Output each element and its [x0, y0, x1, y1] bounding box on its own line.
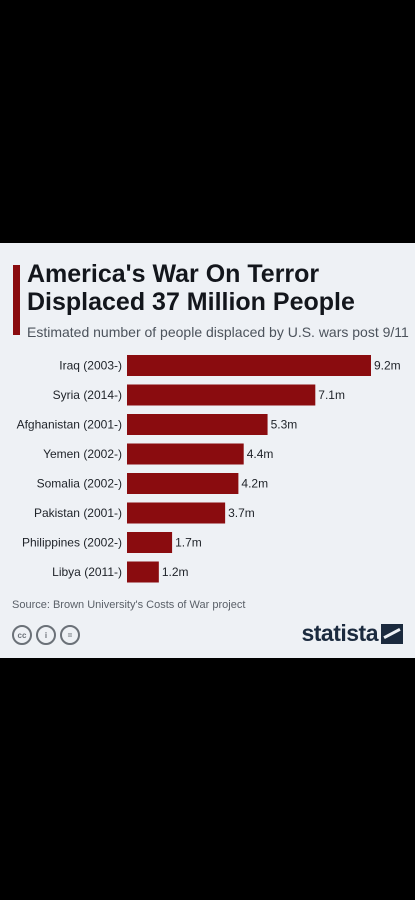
- title-accent-bar: [13, 265, 20, 335]
- bar: [127, 443, 244, 465]
- by-icon: i: [36, 625, 56, 645]
- data-label: 4.4m: [247, 447, 274, 461]
- bar: [127, 561, 159, 583]
- bar: [127, 502, 226, 524]
- bar: [127, 384, 316, 406]
- category-label: Libya (2011-): [52, 565, 122, 579]
- bar: [127, 473, 239, 494]
- category-label: Pakistan (2001-): [34, 506, 122, 520]
- category-label: Philippines (2002-): [22, 536, 122, 550]
- category-label: Iraq (2003-): [59, 359, 122, 373]
- statista-mark-icon: [381, 623, 403, 644]
- bar: [127, 532, 173, 553]
- bar: [127, 414, 268, 435]
- chart-title: America's War On Terror Displaced 37 Mil…: [27, 260, 355, 316]
- category-label: Yemen (2002-): [43, 447, 122, 461]
- category-label: Somalia (2002-): [37, 477, 122, 491]
- nd-icon: =: [60, 625, 80, 645]
- statista-logo: statista: [301, 620, 403, 647]
- category-label: Syria (2014-): [53, 388, 122, 402]
- bar-chart: Iraq (2003-) 9.2m Syria (2014-) 7.1m Afghani…: [17, 355, 401, 583]
- cc-icon: cc: [12, 625, 32, 645]
- source-note: Source: Brown University's Costs of War …: [12, 599, 246, 611]
- data-label: 7.1m: [318, 388, 345, 402]
- bar: [127, 355, 371, 376]
- chart-subtitle: Estimated number of people displaced by …: [27, 324, 409, 340]
- category-label: Afghanistan (2001-): [17, 418, 122, 432]
- data-label: 1.7m: [175, 536, 202, 550]
- data-label: 1.2m: [162, 565, 189, 579]
- data-label: 5.3m: [271, 418, 298, 432]
- data-label: 4.2m: [241, 477, 268, 491]
- data-label: 3.7m: [228, 506, 255, 520]
- license-icons: cc i =: [12, 625, 80, 645]
- data-label: 9.2m: [374, 359, 401, 373]
- brand-name: statista: [301, 620, 378, 646]
- infographic-card: America's War On Terror Displaced 37 Mil…: [0, 243, 415, 658]
